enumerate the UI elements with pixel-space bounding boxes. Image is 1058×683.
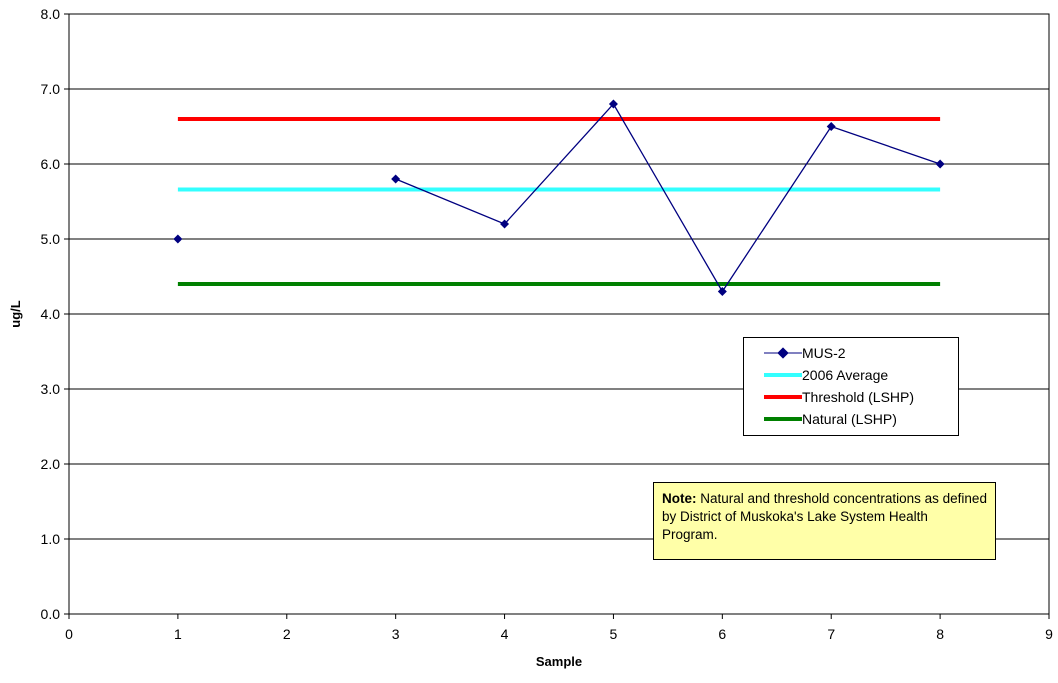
- legend: MUS-2 2006 Average Threshold (LSHP) Natural…: [743, 337, 959, 436]
- data-point-mus-2: [608, 99, 618, 109]
- x-axis-label: Sample: [536, 654, 582, 669]
- legend-item: 2006 Average: [764, 364, 958, 386]
- legend-swatch: [764, 364, 802, 386]
- legend-swatch: [764, 386, 802, 408]
- legend-label: Threshold (LSHP): [802, 389, 915, 405]
- x-tick-label: 2: [283, 626, 291, 642]
- x-tick-label: 0: [65, 626, 73, 642]
- series-line-mus-2: [395, 102, 941, 293]
- y-tick-label: 0.0: [41, 606, 61, 622]
- x-tick-label: 4: [501, 626, 509, 642]
- note-bold-label: Note:: [662, 491, 697, 506]
- y-tick-label: 2.0: [41, 456, 61, 472]
- y-axis-label: ug/L: [8, 300, 23, 327]
- note-annotation: Note: Natural and threshold concentratio…: [653, 482, 996, 560]
- x-tick-label: 1: [174, 626, 182, 642]
- x-tick-label: 6: [718, 626, 726, 642]
- data-point-mus-2: [935, 159, 945, 169]
- note-text: Natural and threshold concentrations as …: [662, 491, 987, 542]
- x-tick-label: 7: [827, 626, 835, 642]
- x-tick-label: 9: [1045, 626, 1053, 642]
- axis-ticks: 0.0 1.0 2.0 3.0 4.0 5.0 6.0 7.0 8.0 0 1 2 3 4 5 6 7 8 9: [41, 6, 1054, 642]
- x-tick-label: 5: [610, 626, 618, 642]
- y-tick-label: 1.0: [41, 531, 61, 547]
- legend-item: Natural (LSHP): [764, 408, 958, 430]
- y-tick-label: 8.0: [41, 6, 61, 22]
- y-tick-label: 7.0: [41, 81, 61, 97]
- data-point-mus-2: [826, 122, 836, 131]
- legend-label: MUS-2: [802, 345, 846, 361]
- data-point-mus-2: [717, 287, 727, 296]
- legend-swatch: [764, 408, 802, 430]
- x-tick-label: 3: [392, 626, 400, 642]
- series-layer: [173, 99, 945, 296]
- y-tick-label: 4.0: [41, 306, 61, 322]
- legend-item: Threshold (LSHP): [764, 386, 958, 408]
- y-tick-label: 3.0: [41, 381, 61, 397]
- legend-item: MUS-2: [764, 342, 958, 364]
- y-tick-label: 6.0: [41, 156, 61, 172]
- legend-label: Natural (LSHP): [802, 411, 897, 427]
- y-tick-label: 5.0: [41, 231, 61, 247]
- legend-swatch: [764, 342, 802, 364]
- data-point-mus-2: [500, 219, 510, 229]
- data-point-mus-2: [391, 174, 401, 184]
- legend-label: 2006 Average: [802, 367, 889, 383]
- data-point-mus-2: [173, 234, 183, 244]
- x-tick-label: 8: [936, 626, 944, 642]
